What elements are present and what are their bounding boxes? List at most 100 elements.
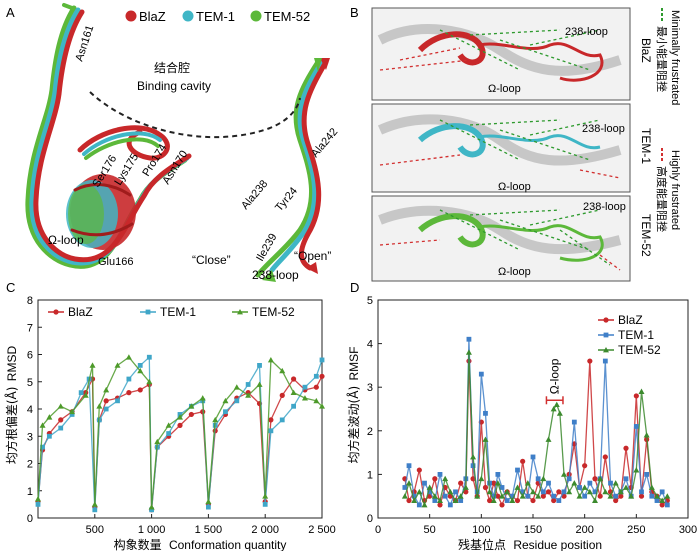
- legend-marker-blaz: [603, 317, 609, 323]
- y-tick-label: 2: [367, 426, 373, 438]
- data-point: [206, 504, 211, 510]
- data-point: [530, 454, 536, 460]
- data-point: [465, 349, 472, 355]
- data-point: [602, 454, 608, 460]
- legend-marker-tem-52: [603, 347, 609, 353]
- series-tem-52: [401, 349, 671, 508]
- data-point: [166, 431, 172, 436]
- y-tick-label: 4: [367, 339, 373, 351]
- data-point: [566, 488, 573, 495]
- data-point: [437, 502, 443, 508]
- data-point: [612, 480, 619, 486]
- data-point: [462, 484, 469, 490]
- data-point: [92, 507, 98, 513]
- data-point: [623, 445, 629, 451]
- data-point: [148, 504, 155, 510]
- legend-blaz-swatch: [125, 10, 137, 22]
- panel-a-label: A: [6, 5, 15, 20]
- data-point: [114, 362, 121, 368]
- data-point: [411, 497, 418, 503]
- panel-b-row-label-tem52: TEM-52: [639, 214, 653, 257]
- series-line-tem-1: [37, 355, 323, 510]
- panel-b-blaz-238-loop: 238-loop: [565, 26, 608, 38]
- data-point: [470, 453, 477, 460]
- series-tem-52: [35, 354, 325, 510]
- data-point: [416, 488, 423, 495]
- residue-glu166: Glu166: [98, 256, 133, 268]
- data-point: [291, 376, 297, 382]
- data-point: [638, 388, 645, 394]
- data-point: [146, 378, 153, 385]
- data-point: [530, 488, 536, 495]
- data-point: [301, 395, 308, 401]
- data-point: [545, 489, 552, 495]
- data-point: [592, 476, 598, 482]
- series-line-tem-52: [37, 356, 323, 508]
- data-point: [482, 436, 489, 442]
- data-point: [222, 397, 229, 404]
- data-point: [40, 444, 45, 450]
- data-point: [556, 410, 563, 416]
- y-tick-label: 0: [27, 513, 33, 525]
- panel-b-tem52-238-loop: 238-loop: [583, 201, 626, 213]
- state-open-label: “Open”: [294, 249, 331, 263]
- data-point: [223, 409, 228, 415]
- panel-a-legend: BlaZ TEM-1 TEM-52: [125, 9, 310, 24]
- x-tick-label: 150: [524, 524, 542, 536]
- legend-label-blaz: BlaZ: [618, 313, 643, 327]
- data-point: [649, 493, 655, 499]
- data-point: [519, 493, 526, 499]
- data-point: [644, 472, 650, 477]
- data-point: [319, 373, 325, 379]
- data-point: [149, 507, 154, 513]
- data-point: [602, 358, 608, 364]
- data-point: [427, 489, 433, 495]
- data-point: [490, 497, 497, 503]
- panel-b-blaz-omega-loop: Ω-loop: [488, 83, 521, 95]
- data-point: [177, 414, 183, 420]
- panel-c-label: C: [6, 280, 15, 295]
- panel-c-chart: C 0 1 2 3 4 5 6 7 8 500 1 000 1 500 2 000 2 500 BlaZ T…: [4, 280, 336, 551]
- legend-high-frustrated-en: Highly frustrated: [669, 150, 681, 230]
- panel-d-xlabel-en: Residue position: [513, 538, 602, 551]
- data-point: [623, 476, 629, 482]
- data-point: [535, 493, 542, 499]
- data-point: [402, 485, 408, 490]
- data-point: [103, 386, 110, 393]
- data-point: [279, 367, 286, 374]
- data-point: [525, 493, 531, 499]
- legend-tem52-swatch: [250, 10, 262, 22]
- data-point: [416, 467, 422, 473]
- panel-d-xlabel: 残基位点 Residue position: [458, 537, 602, 551]
- panel-b-row-blaz: 238-loop Ω-loop BlaZ: [371, 7, 653, 101]
- data-point: [268, 428, 274, 434]
- data-point: [426, 484, 433, 490]
- plot-frame: [37, 299, 323, 519]
- data-point: [447, 488, 454, 495]
- residue-lys175: Lys175: [112, 151, 141, 187]
- data-point: [432, 498, 438, 503]
- x-tick-label: 200: [575, 524, 593, 536]
- data-point: [126, 390, 132, 396]
- residue-ala238: Ala238: [239, 178, 270, 212]
- y-tick-label: 5: [27, 377, 33, 389]
- panel-d-ylabel-en: RMSF: [347, 347, 361, 381]
- data-point: [458, 480, 464, 486]
- panel-d-label: D: [350, 280, 359, 295]
- residue-asn161: Asn161: [73, 24, 96, 63]
- data-point: [437, 472, 443, 477]
- data-point: [35, 495, 41, 502]
- data-point: [582, 493, 588, 499]
- data-point: [453, 489, 458, 495]
- data-point: [103, 406, 109, 412]
- structure-left: [25, 3, 192, 269]
- panel-d-ylabel: 均方差波动(Å) RMSF: [346, 347, 361, 464]
- data-point: [233, 384, 240, 390]
- data-point: [587, 358, 593, 364]
- y-tick-label: 7: [27, 322, 33, 334]
- panel-d-series: [401, 336, 671, 508]
- panel-c-ylabel-en: RMSD: [5, 346, 19, 382]
- data-point: [245, 392, 252, 398]
- panel-a-238-loop-label: 238-loop: [252, 268, 299, 282]
